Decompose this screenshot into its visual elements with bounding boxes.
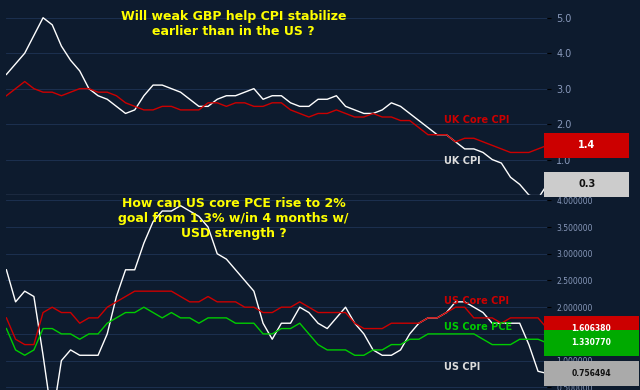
Text: US CPI: US CPI: [444, 362, 481, 372]
Text: 1.330770: 1.330770: [572, 339, 611, 347]
Text: UK CPI: UK CPI: [444, 156, 481, 166]
Text: UK Core CPI: UK Core CPI: [444, 115, 510, 125]
Text: 0.3: 0.3: [578, 179, 595, 190]
Text: Will weak GBP help CPI stabilize
earlier than in the US ?: Will weak GBP help CPI stabilize earlier…: [121, 10, 346, 38]
Text: US Core PCE: US Core PCE: [444, 321, 513, 331]
Text: 0.756494: 0.756494: [572, 369, 611, 378]
Text: How can US core PCE rise to 2%
goal from 1.3% w/in 4 months w/
USD strength ?: How can US core PCE rise to 2% goal from…: [118, 197, 349, 240]
Text: 1.606380: 1.606380: [572, 324, 611, 333]
Text: US Core CPI: US Core CPI: [444, 296, 509, 306]
Text: 1.4: 1.4: [578, 140, 595, 151]
